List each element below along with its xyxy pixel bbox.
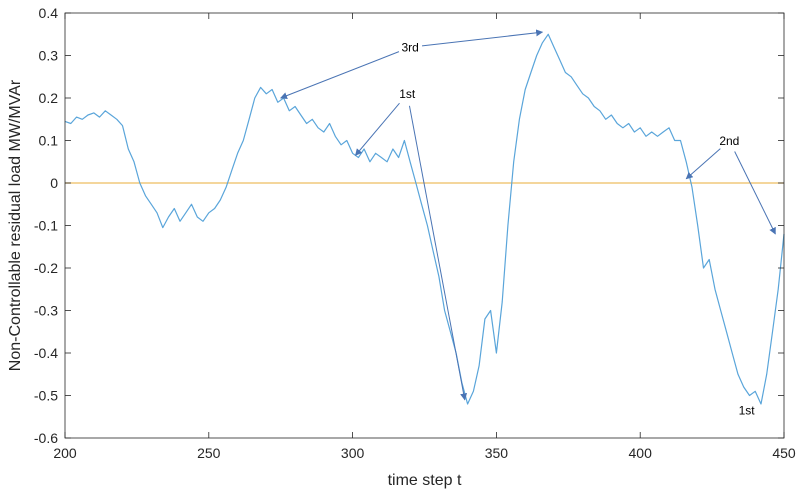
annotation-arrow xyxy=(408,105,468,401)
annotation-arrow xyxy=(734,151,776,235)
annotation-label: 1st xyxy=(399,87,416,101)
annotation-arrow xyxy=(280,51,400,99)
y-tick-label: -0.1 xyxy=(34,218,58,234)
series-line xyxy=(64,33,785,405)
x-tick-label: 250 xyxy=(197,445,221,461)
y-tick-label: -0.5 xyxy=(34,388,58,404)
y-tick-label: 0.1 xyxy=(39,133,59,149)
annotation-label: 3rd xyxy=(401,40,418,54)
x-tick-label: 450 xyxy=(772,445,796,461)
annotation-arrow xyxy=(355,102,400,156)
y-tick-label: 0.3 xyxy=(39,48,59,64)
y-tick-label: -0.4 xyxy=(34,345,58,361)
y-tick-label: 0 xyxy=(50,175,58,191)
x-tick-label: 200 xyxy=(53,445,77,461)
y-tick-label: 0.2 xyxy=(39,90,59,106)
x-tick-label: 350 xyxy=(485,445,509,461)
annotation-label: 2nd xyxy=(719,134,739,148)
x-tick-label: 300 xyxy=(341,445,365,461)
y-tick-label: -0.3 xyxy=(34,303,58,319)
y-tick-label: -0.2 xyxy=(34,260,58,276)
y-tick-label: 0.4 xyxy=(39,5,59,21)
plot-area xyxy=(65,13,784,438)
x-tick-label: 400 xyxy=(629,445,653,461)
annotation-arrow xyxy=(685,148,721,180)
x-axis-title: time step t xyxy=(388,472,462,489)
annotation-arrow xyxy=(421,29,544,47)
annotation-label: 1st xyxy=(739,404,756,418)
y-axis-title: Non-Controllable residual load MW/MVAr xyxy=(7,79,24,371)
y-tick-label: -0.6 xyxy=(34,430,58,446)
